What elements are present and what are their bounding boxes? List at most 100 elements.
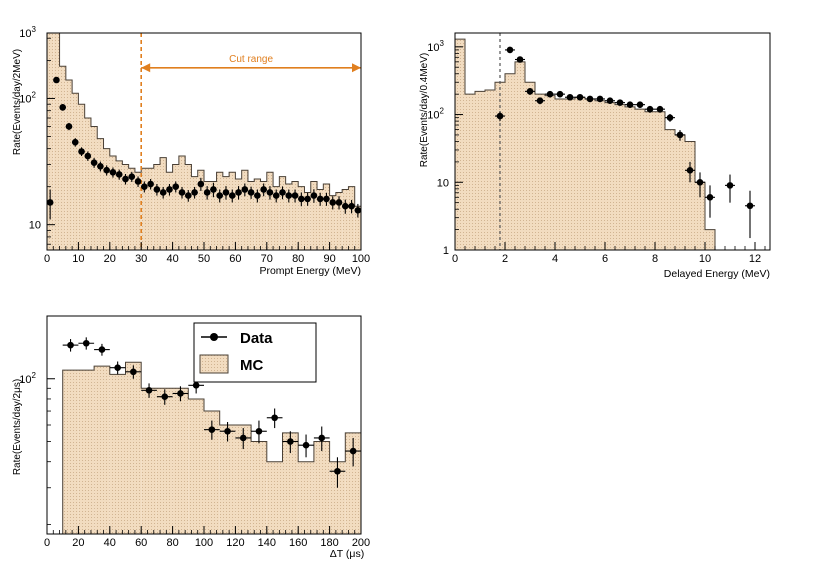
x-tick-label: 6	[602, 253, 608, 265]
mc-bin	[605, 102, 615, 250]
data-point	[316, 192, 324, 206]
deltat-xlabel: ΔT (μs)	[330, 548, 364, 560]
x-tick-label: 60	[135, 537, 147, 549]
data-point	[495, 111, 505, 122]
mc-bin	[166, 172, 173, 250]
mc-bin	[109, 155, 117, 250]
delayed-xlabel: Delayed Energy (MeV)	[664, 268, 770, 280]
x-tick-label: 0	[44, 537, 50, 549]
data-point	[285, 189, 293, 203]
data-point	[78, 147, 85, 156]
data-point	[251, 420, 267, 444]
x-tick-label: 10	[72, 253, 84, 265]
data-point	[159, 186, 167, 199]
mc-bin	[575, 97, 585, 250]
mc-bin	[635, 109, 645, 250]
x-tick-label: 60	[229, 253, 241, 265]
legend-data-label: Data	[240, 330, 273, 347]
mc-bin	[625, 106, 635, 250]
mc-bin	[298, 461, 314, 534]
data-point	[260, 183, 267, 197]
mc-bin	[141, 388, 157, 534]
x-tick-label: 100	[352, 253, 370, 265]
data-point	[94, 343, 110, 356]
mc-bin	[90, 126, 98, 250]
mc-bin	[241, 170, 248, 250]
mc-bin	[565, 98, 575, 250]
mc-bin	[94, 366, 110, 534]
x-tick-label: 80	[166, 537, 178, 549]
data-point	[172, 386, 189, 402]
x-tick-label: 180	[320, 537, 338, 549]
data-point	[615, 99, 625, 106]
x-tick-label: 50	[198, 253, 210, 265]
data-point	[545, 90, 555, 98]
mc-bin	[665, 129, 675, 250]
mc-bin	[247, 181, 255, 250]
mc-bin	[615, 104, 625, 250]
data-point	[71, 138, 79, 147]
data-point	[65, 122, 73, 131]
data-point	[655, 105, 665, 113]
mc-bin	[335, 192, 343, 250]
data-point	[247, 186, 255, 199]
mc-bin	[222, 176, 230, 250]
data-point	[298, 434, 314, 458]
mc-bin	[235, 425, 252, 534]
data-point	[90, 157, 98, 168]
data-point	[235, 186, 242, 200]
data-point	[635, 101, 645, 108]
data-point	[109, 167, 117, 178]
mc-bin	[172, 164, 179, 250]
data-point	[535, 97, 545, 105]
mc-bin	[197, 170, 204, 250]
data-point	[210, 182, 217, 198]
data-point	[172, 181, 180, 193]
data-point	[342, 199, 349, 214]
mc-bin	[585, 98, 595, 250]
data-point	[595, 95, 605, 103]
y-tick-label: 103	[19, 25, 36, 40]
data-point	[555, 90, 565, 98]
data-point	[78, 337, 95, 350]
data-point	[203, 186, 211, 200]
data-point	[665, 113, 675, 122]
mc-bin	[141, 168, 148, 250]
mc-bin	[348, 186, 355, 250]
mc-bin	[59, 66, 66, 251]
mc-bin	[160, 157, 167, 250]
mc-bin	[128, 168, 135, 250]
data-point	[109, 361, 126, 375]
data-point	[585, 95, 595, 103]
mc-bin	[695, 182, 705, 250]
mc-bin	[655, 111, 665, 250]
mc-bin	[109, 374, 126, 534]
data-point	[705, 185, 715, 218]
x-tick-label: 0	[44, 253, 50, 265]
data-point	[291, 189, 299, 203]
mc-bin	[78, 104, 85, 250]
mc-bin	[78, 370, 95, 534]
data-point	[216, 189, 223, 203]
y-tick-label: 103	[427, 39, 444, 54]
y-tick-label: 1	[443, 245, 449, 257]
mc-bin	[216, 172, 223, 250]
mc-bin	[178, 155, 186, 250]
mc-bin	[282, 432, 299, 534]
data-point	[345, 437, 361, 467]
data-point	[745, 190, 755, 239]
x-tick-label: 12	[749, 253, 761, 265]
mc-bin	[329, 461, 346, 534]
data-point	[46, 189, 54, 220]
data-point	[62, 339, 79, 352]
data-point	[725, 174, 735, 203]
cut-range-arrowhead-right	[352, 63, 361, 73]
x-tick-label: 120	[226, 537, 244, 549]
mc-bin	[116, 160, 123, 250]
data-point	[348, 199, 355, 214]
mc-bin	[251, 441, 267, 534]
x-tick-label: 20	[104, 253, 116, 265]
mc-bin	[291, 181, 299, 250]
legend-data-marker	[210, 333, 218, 341]
legend-mc-swatch	[199, 354, 229, 374]
